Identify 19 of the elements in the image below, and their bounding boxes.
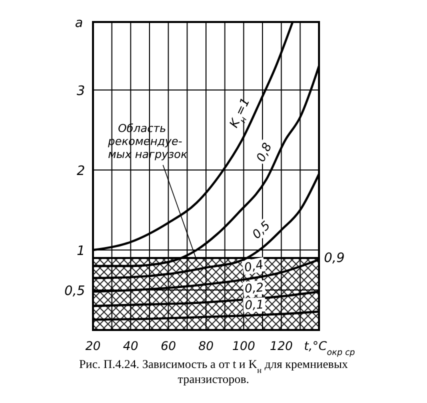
text: 0,4 <box>243 257 264 275</box>
y-tick-label: 0,5 <box>64 284 85 299</box>
x-tick-label: 40 <box>123 339 139 353</box>
y-axis-title: a <box>75 16 84 31</box>
series-label: 0,1 <box>244 297 264 312</box>
x-tick-label: 80 <box>198 339 214 353</box>
text: 0,8 <box>254 140 275 164</box>
x-tick-label: 60 <box>160 339 176 353</box>
y-tick-label: 2 <box>76 164 85 179</box>
x-tick-label: 120 <box>270 339 294 353</box>
y-tick-label: 3 <box>76 84 85 99</box>
y-tick-label: 1 <box>76 244 85 259</box>
text: Рис. П.4.24. Зависимость a от t и K$_{н}$ для кремниевых транзисторов. <box>79 357 348 386</box>
x-tick-label: 20 <box>85 339 101 353</box>
x-axis-title: t,°C$_{окр ср}$ <box>304 339 355 357</box>
text: 0,5 <box>249 218 273 242</box>
series-label: 0,2 <box>244 280 264 296</box>
x-tick-label: 100 <box>232 339 256 353</box>
ref-line-label: 0,9 <box>324 251 345 266</box>
